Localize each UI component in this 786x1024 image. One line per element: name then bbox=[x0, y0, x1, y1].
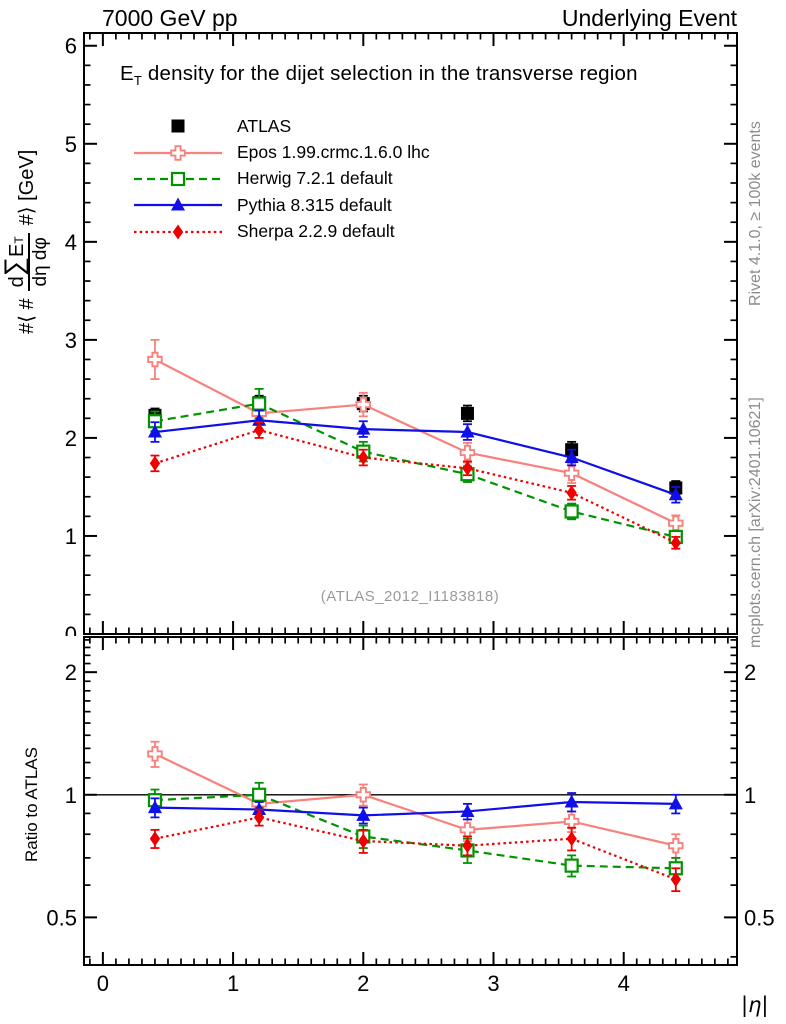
title-E: E bbox=[120, 62, 134, 85]
title-E-sub: T bbox=[133, 73, 143, 89]
eta-symbol: |η| bbox=[741, 993, 769, 1017]
legend-label-herwig: Herwig 7.2.1 default bbox=[237, 168, 393, 189]
ratio-y-tick-labels: 0.5 0.5 1 1 2 2 bbox=[46, 660, 774, 930]
ratio-series-2 bbox=[147, 792, 683, 825]
main-panel-frame bbox=[83, 32, 738, 635]
svg-text:0: 0 bbox=[97, 971, 109, 996]
epos-marker-icon bbox=[134, 144, 222, 161]
svg-text:1: 1 bbox=[65, 524, 77, 549]
svg-text:2: 2 bbox=[65, 426, 77, 451]
ratio-series-0 bbox=[147, 740, 684, 859]
main-series-2 bbox=[147, 387, 683, 545]
svg-text:0.5: 0.5 bbox=[46, 905, 77, 930]
svg-text:3: 3 bbox=[65, 328, 77, 353]
legend: ATLAS Epos 1.99.crmc.1.6.0 lhc Herwig 7.… bbox=[132, 113, 430, 245]
main-series-0 bbox=[148, 394, 683, 496]
main-series-4 bbox=[149, 421, 682, 551]
svg-text:1: 1 bbox=[65, 783, 77, 808]
pythia-marker-icon bbox=[134, 197, 222, 211]
atlas-marker-icon bbox=[171, 119, 185, 133]
svg-text:0.5: 0.5 bbox=[744, 905, 775, 930]
x-tick-labels: 0 1 2 3 4 bbox=[97, 971, 630, 996]
legend-label-sherpa: Sherpa 2.2.9 default bbox=[237, 221, 395, 242]
analysis-group-label: Underlying Event bbox=[561, 5, 737, 31]
svg-text:1: 1 bbox=[227, 971, 239, 996]
ratio-series-1 bbox=[147, 781, 683, 881]
x-axis-label: |η| bbox=[741, 993, 768, 1018]
plot-title: ET density for the dijet selection in th… bbox=[120, 62, 638, 88]
legend-label-epos: Epos 1.99.crmc.1.6.0 lhc bbox=[237, 142, 430, 163]
legend-item-atlas: ATLAS bbox=[132, 113, 430, 139]
legend-label-atlas: ATLAS bbox=[237, 115, 292, 136]
analysis-id-watermark: (ATLAS_2012_I1183818) bbox=[320, 588, 500, 605]
svg-text:1: 1 bbox=[744, 783, 756, 808]
main-series-3 bbox=[147, 409, 683, 504]
main-series-1 bbox=[147, 338, 684, 532]
svg-text:2: 2 bbox=[744, 660, 756, 685]
legend-item-epos: Epos 1.99.crmc.1.6.0 lhc bbox=[132, 139, 430, 165]
legend-label-pythia: Pythia 8.315 default bbox=[237, 194, 392, 215]
svg-text:4: 4 bbox=[618, 971, 630, 996]
ratio-panel-frame bbox=[83, 636, 738, 966]
svg-text:2: 2 bbox=[357, 971, 369, 996]
sherpa-marker-icon bbox=[134, 224, 222, 240]
legend-item-pythia: Pythia 8.315 default bbox=[132, 192, 430, 218]
herwig-marker-icon bbox=[134, 171, 222, 187]
svg-text:5: 5 bbox=[65, 132, 77, 157]
legend-item-herwig: Herwig 7.2.1 default bbox=[132, 166, 430, 192]
svg-text:3: 3 bbox=[487, 971, 499, 996]
title-text: density for the dijet selection in the t… bbox=[142, 62, 638, 85]
svg-text:0: 0 bbox=[65, 622, 77, 647]
legend-item-sherpa: Sherpa 2.2.9 default bbox=[132, 219, 430, 245]
svg-text:6: 6 bbox=[65, 34, 77, 59]
beam-energy-label: 7000 GeV pp bbox=[102, 5, 238, 31]
svg-text:4: 4 bbox=[65, 230, 77, 255]
ratio-y-axis-label: Ratio to ATLAS bbox=[22, 747, 41, 862]
ratio-series-3 bbox=[149, 808, 682, 893]
main-y-tick-labels: 0 1 2 3 4 5 6 bbox=[65, 34, 77, 647]
svg-text:2: 2 bbox=[65, 660, 77, 685]
